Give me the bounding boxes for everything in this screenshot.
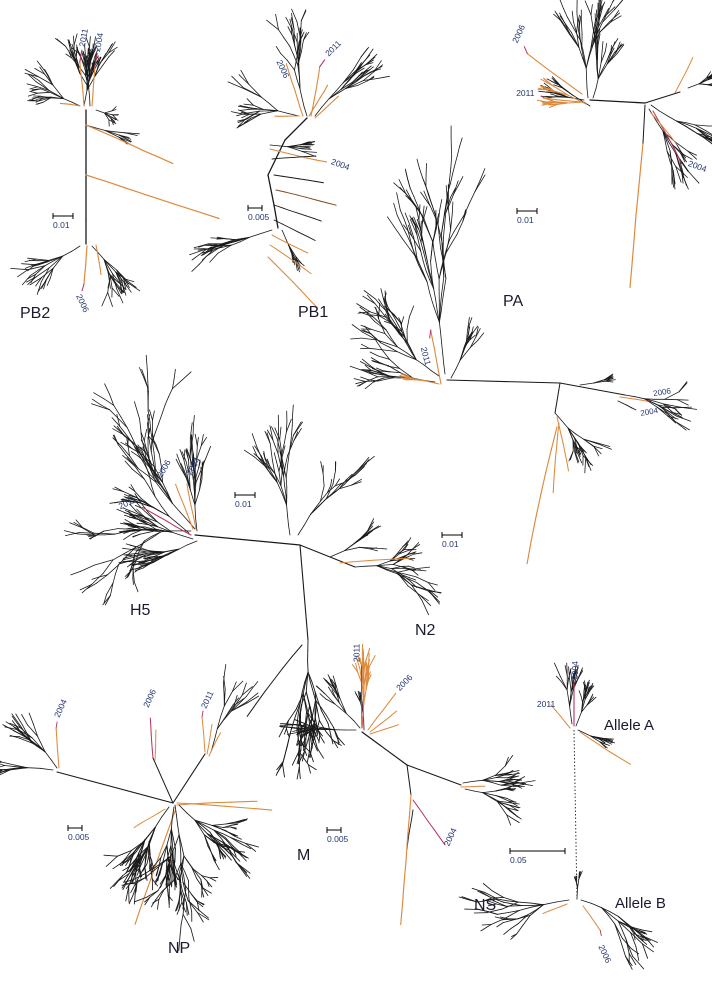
svg-text:0.01: 0.01 [442, 539, 459, 549]
svg-text:PB1: PB1 [298, 304, 328, 321]
svg-text:2004: 2004 [570, 661, 580, 680]
svg-text:M: M [297, 847, 310, 864]
svg-text:0.005: 0.005 [327, 834, 349, 844]
svg-text:0.005: 0.005 [68, 832, 90, 842]
svg-text:0.005: 0.005 [248, 212, 270, 222]
svg-text:0.01: 0.01 [53, 220, 70, 230]
svg-text:Allele A: Allele A [604, 717, 654, 734]
svg-text:2011: 2011 [537, 699, 556, 709]
svg-text:PA: PA [503, 293, 523, 310]
svg-text:0.05: 0.05 [510, 855, 527, 865]
svg-text:NP: NP [168, 940, 190, 957]
svg-text:2011: 2011 [352, 643, 362, 662]
svg-text:N2: N2 [415, 622, 436, 639]
svg-text:Allele B: Allele B [615, 895, 666, 912]
svg-text:NS: NS [474, 897, 496, 914]
svg-text:PB2: PB2 [20, 305, 50, 322]
svg-text:0.01: 0.01 [517, 215, 534, 225]
svg-text:0.01: 0.01 [235, 499, 252, 509]
svg-text:H5: H5 [130, 602, 151, 619]
svg-text:2011: 2011 [516, 88, 535, 98]
